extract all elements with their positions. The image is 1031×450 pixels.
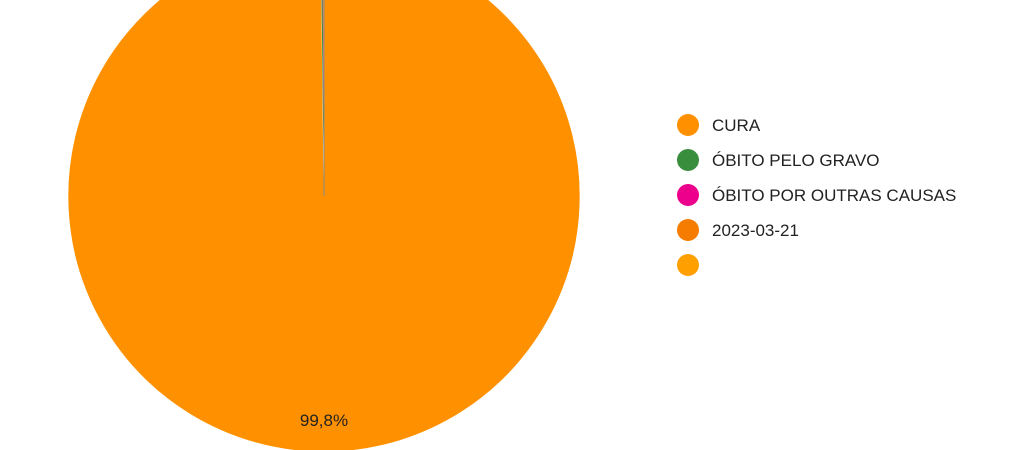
pie-slices (67, 0, 581, 450)
legend-swatch-2 (677, 184, 699, 206)
legend-swatch-3 (677, 219, 699, 241)
legend-label-0: CURA (712, 116, 761, 135)
legend-label-3: 2023-03-21 (712, 221, 799, 240)
pie-slice-0 (67, 0, 581, 450)
legend-label-1: ÓBITO PELO GRAVO (712, 151, 880, 170)
legend-swatch-0 (677, 114, 699, 136)
chart-legend: CURA ÓBITO PELO GRAVO ÓBITO POR OUTRAS CAU… (677, 114, 956, 276)
legend-label-2: ÓBITO POR OUTRAS CAUSAS (712, 186, 956, 205)
pie-data-label-0: 99,8% (300, 411, 348, 430)
legend-swatch-4 (677, 254, 699, 276)
legend-swatch-1 (677, 149, 699, 171)
pie-data-labels: 99,8% (300, 411, 348, 430)
